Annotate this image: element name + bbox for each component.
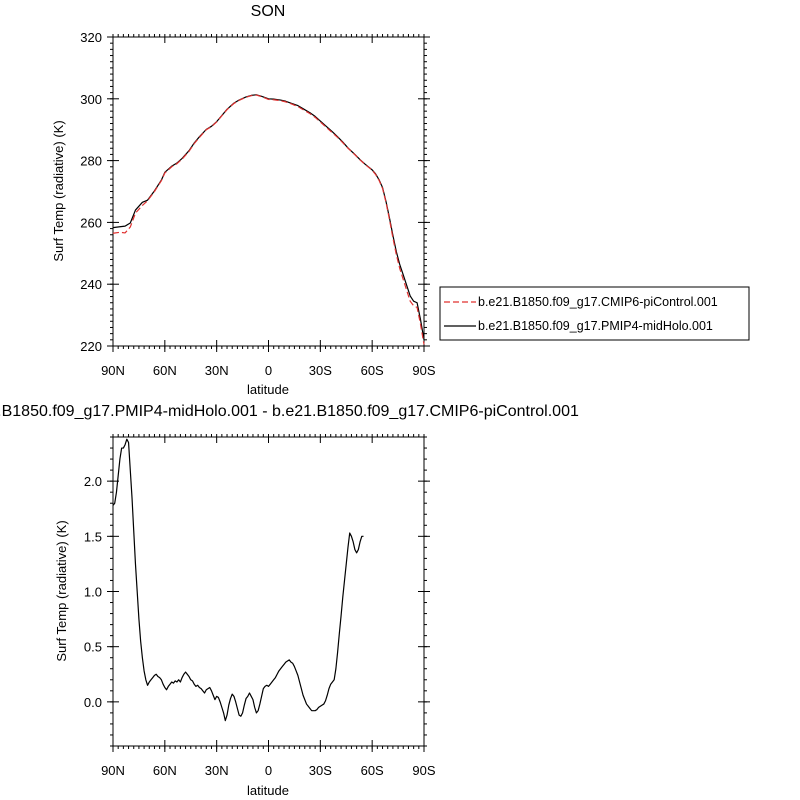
top-x-tick-label: 0 (265, 363, 272, 378)
top-x-tick-label: 90S (412, 363, 435, 378)
top-axis-ticks (107, 34, 430, 352)
bottom-series-line-0 (112, 438, 364, 722)
bottom-chart-title: b.e21.B1850.f09_g17.PMIP4-midHolo.001 - … (0, 403, 579, 420)
bottom-x-tick-label: 90N (101, 763, 125, 778)
top-y-tick-label: 320 (80, 30, 102, 45)
bottom-y-tick-label: 0.0 (84, 695, 102, 710)
bottom-x-tick-label: 60S (361, 763, 384, 778)
bottom-y-tick-label: 2.0 (84, 474, 102, 489)
top-series-line-1 (112, 94, 425, 340)
top-y-tick-label: 260 (80, 215, 102, 230)
top-x-axis-label: latitude (247, 382, 289, 397)
bottom-y-tick-label: 1.5 (84, 529, 102, 544)
top-series-group (112, 94, 425, 345)
bottom-series-group (112, 438, 364, 722)
top-x-tick-label: 60S (361, 363, 384, 378)
bottom-y-tick-label: 1.0 (84, 585, 102, 600)
top-x-tick-label: 90N (101, 363, 125, 378)
bottom-panel: b.e21.B1850.f09_g17.PMIP4-midHolo.001 - … (0, 403, 579, 798)
top-x-tick-label: 60N (153, 363, 177, 378)
top-panel: SON 90N 60N 30N 0 30S 60S 90S 220 240 26… (51, 3, 750, 397)
legend-label-midholo: b.e21.B1850.f09_g17.PMIP4-midHolo.001 (478, 319, 713, 333)
bottom-x-tick-label: 60N (153, 763, 177, 778)
legend-label-picontrol: b.e21.B1850.f09_g17.CMIP6-piControl.001 (478, 295, 718, 309)
bottom-x-axis-label: latitude (247, 783, 289, 798)
top-y-tick-label: 220 (80, 339, 102, 354)
bottom-y-axis-label: Surf Temp (radiative) (K) (54, 520, 69, 661)
top-y-tick-label: 280 (80, 154, 102, 169)
legend-box (439, 286, 750, 341)
top-y-tick-labels: 220 240 260 280 300 320 (80, 30, 102, 354)
top-y-axis-label: Surf Temp (radiative) (K) (51, 120, 66, 261)
top-chart-title: SON (251, 3, 286, 20)
bottom-x-tick-labels: 90N 60N 30N 0 30S 60S 90S (101, 763, 436, 778)
top-y-tick-label: 300 (80, 92, 102, 107)
bottom-plot-frame (112, 436, 425, 747)
top-plot-frame (112, 36, 425, 347)
top-x-tick-label: 30N (205, 363, 229, 378)
bottom-y-tick-labels: 0.0 0.5 1.0 1.5 2.0 (84, 474, 102, 710)
bottom-x-tick-label: 90S (412, 763, 435, 778)
bottom-axis-ticks (107, 434, 430, 752)
top-series-line-0 (112, 94, 425, 345)
bottom-x-tick-label: 0 (265, 763, 272, 778)
top-y-tick-label: 240 (80, 277, 102, 292)
bottom-x-tick-label: 30S (309, 763, 332, 778)
top-x-tick-labels: 90N 60N 30N 0 30S 60S 90S (101, 363, 436, 378)
bottom-x-tick-label: 30N (205, 763, 229, 778)
bottom-y-tick-label: 0.5 (84, 640, 102, 655)
legend: b.e21.B1850.f09_g17.CMIP6-piControl.001 … (439, 286, 750, 341)
top-x-tick-label: 30S (309, 363, 332, 378)
